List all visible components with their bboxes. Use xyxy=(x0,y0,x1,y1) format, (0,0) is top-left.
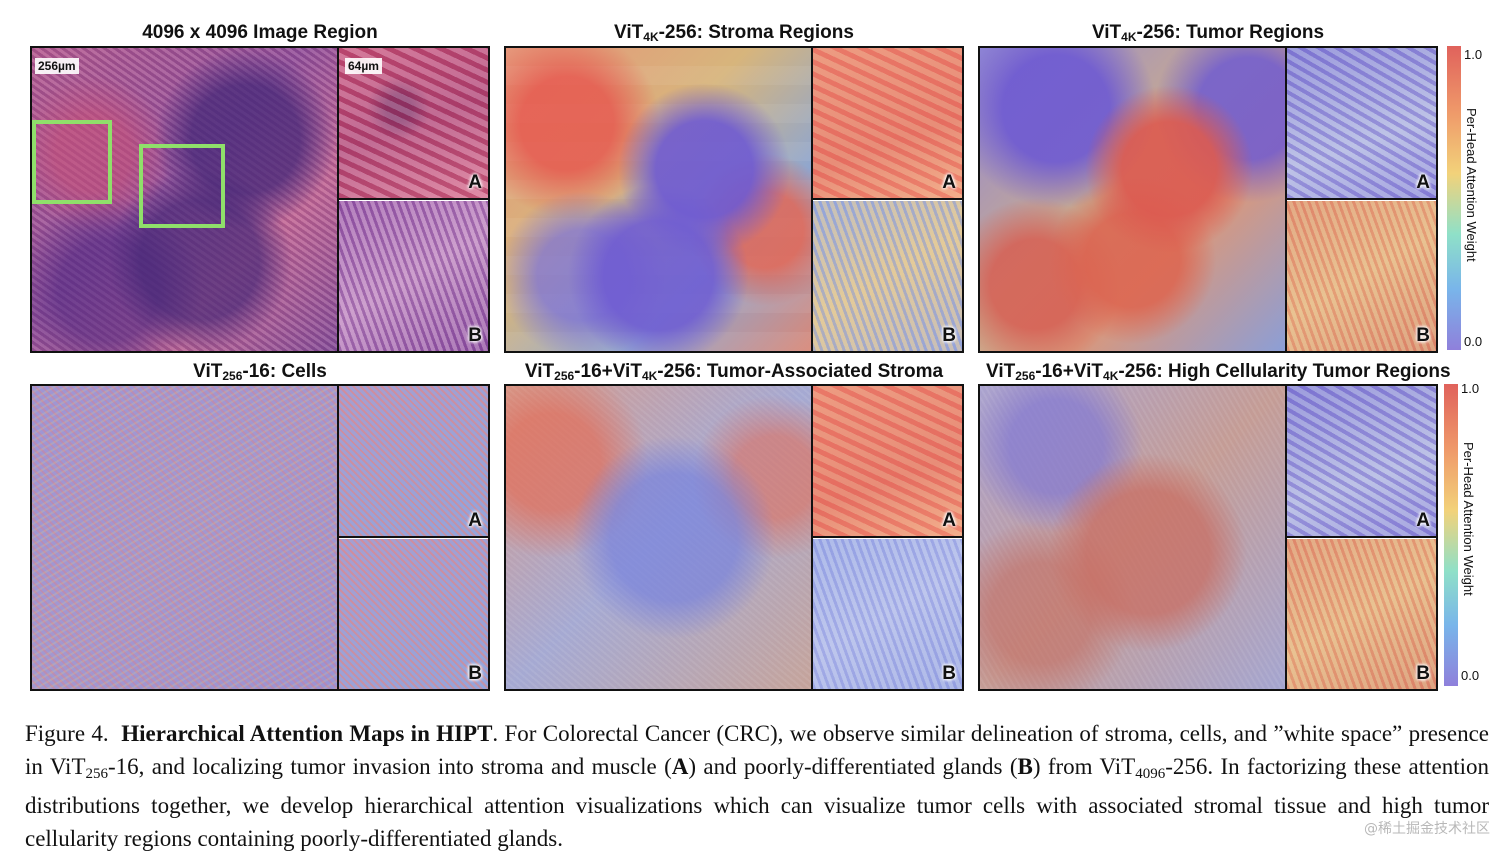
colorbar-top xyxy=(1447,46,1461,350)
colorbar-bottom-max: 1.0 xyxy=(1461,381,1480,396)
figure-caption: Figure 4. Hierarchical Attention Maps in… xyxy=(25,721,1490,851)
inset-letter-b: B xyxy=(468,663,482,684)
panel-title-high-cellularity: ViT256-16+ViT4K-256: High Cellularity Tu… xyxy=(986,361,1451,383)
inset-b: B xyxy=(1287,201,1436,351)
inset-letter-b: B xyxy=(468,325,482,346)
attention-map-main xyxy=(32,386,339,689)
inset-letter-b: B xyxy=(942,325,956,346)
roi-box-a xyxy=(32,120,112,204)
roi-box-b xyxy=(139,144,225,228)
inset-b: B xyxy=(339,539,488,689)
colorbar-top-min: 0.0 xyxy=(1464,334,1483,349)
inset-letter-a: A xyxy=(1416,510,1430,531)
scale-bar-label-inset: 64µm xyxy=(345,58,382,74)
inset-letter-b: B xyxy=(1416,663,1430,684)
colorbar-top-max: 1.0 xyxy=(1464,47,1483,62)
inset-letter-a: A xyxy=(468,510,482,531)
panel-tumor-associated-stroma: A B xyxy=(504,384,964,691)
colorbar-top-label: Per-Head Attention Weight xyxy=(1464,108,1479,262)
inset-b: B xyxy=(1287,539,1436,689)
attention-map-main xyxy=(980,48,1287,351)
panel-title-cells: ViT256-16: Cells xyxy=(193,361,327,383)
panel-high-cellularity: A B xyxy=(978,384,1438,691)
colorbar-bottom-min: 0.0 xyxy=(1461,668,1480,683)
panel-title-stroma: ViT4K-256: Stroma Regions xyxy=(614,22,854,44)
inset-a: A xyxy=(339,386,488,538)
inset-letter-a: A xyxy=(942,172,956,193)
panel-image-region: 256µm 64µm A B xyxy=(30,46,490,353)
watermark: @稀土掘金技术社区 xyxy=(1364,821,1490,837)
attention-map-main xyxy=(980,386,1287,689)
panel-stroma: A B xyxy=(504,46,964,353)
panel-title-image-region: 4096 x 4096 Image Region xyxy=(142,22,378,43)
inset-letter-a: A xyxy=(1416,172,1430,193)
colorbar-bottom xyxy=(1444,384,1458,686)
panel-title-tumor-associated-stroma: ViT256-16+ViT4K-256: Tumor-Associated St… xyxy=(524,361,944,383)
inset-a: A xyxy=(1287,48,1436,200)
attention-map-main xyxy=(506,386,813,689)
attention-map-main xyxy=(506,48,813,351)
inset-a: A xyxy=(813,386,962,538)
inset-letter-b: B xyxy=(942,663,956,684)
inset-a: A xyxy=(813,48,962,200)
tissue-image-main: 256µm xyxy=(32,48,339,351)
panel-title-tumor: ViT4K-256: Tumor Regions xyxy=(1091,22,1325,44)
scale-bar-label: 256µm xyxy=(35,58,79,74)
colorbar-bottom-label: Per-Head Attention Weight xyxy=(1461,442,1476,596)
panel-tumor: A B xyxy=(978,46,1438,353)
inset-letter-a: A xyxy=(942,510,956,531)
inset-letter-b: B xyxy=(1416,325,1430,346)
inset-a: A xyxy=(1287,386,1436,538)
panel-cells: A B xyxy=(30,384,490,691)
inset-b: B xyxy=(813,201,962,351)
inset-b: B xyxy=(339,201,488,351)
inset-letter-a: A xyxy=(468,172,482,193)
inset-a: 64µm A xyxy=(339,48,488,200)
inset-b: B xyxy=(813,539,962,689)
